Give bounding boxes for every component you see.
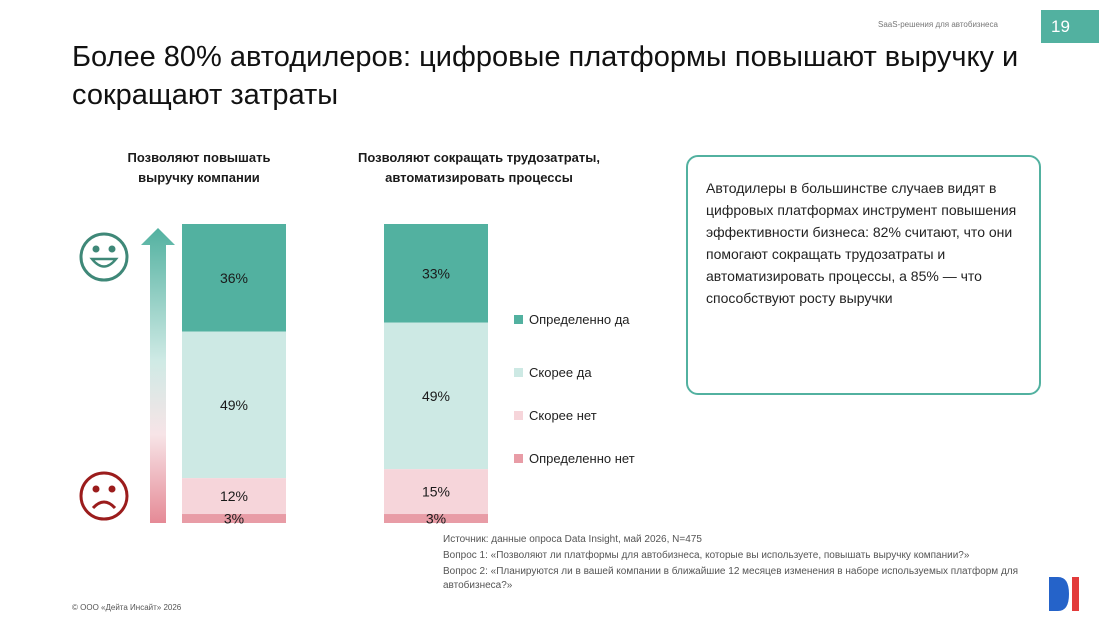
bar-segment xyxy=(384,322,488,470)
gradient-arrow-up-icon xyxy=(141,228,175,523)
smiley-happy-icon xyxy=(79,232,129,282)
bar-segment xyxy=(182,331,286,479)
smiley-sad-icon xyxy=(79,471,129,521)
bar-data-label: 15% xyxy=(422,484,450,500)
legend-label: Определенно нет xyxy=(529,451,635,466)
legend-label: Скорее да xyxy=(529,365,592,380)
question-1: Вопрос 1: «Позволяют ли платформы для ав… xyxy=(443,550,970,561)
legend-item-definitely-yes: Определенно да xyxy=(514,308,635,330)
bar-data-label: 49% xyxy=(422,388,450,404)
question-2: Вопрос 2: «Планируются ли в вашей компан… xyxy=(443,566,1019,591)
bar-data-label: 33% xyxy=(422,265,450,281)
bar-segment xyxy=(182,224,286,332)
bar-segment xyxy=(384,514,488,523)
legend-swatch xyxy=(514,454,523,463)
legend-swatch xyxy=(514,368,523,377)
legend-item-rather-yes: Скорее да xyxy=(514,351,635,394)
column-heading-revenue: Позволяют повышать выручку компании xyxy=(127,150,271,185)
bar-segment xyxy=(182,514,286,523)
page-number-badge: 19 xyxy=(1041,10,1099,43)
callout-text: Автодилеры в большинстве случаев видят в… xyxy=(706,180,1017,306)
bar-segment xyxy=(182,478,286,515)
page-title: Более 80% автодилеров: цифровые платформ… xyxy=(72,41,1019,111)
bar-data-label: 12% xyxy=(220,488,248,504)
legend-swatch xyxy=(514,411,523,420)
data-insight-logo xyxy=(1049,577,1079,611)
legend-swatch xyxy=(514,314,523,324)
legend-label: Определенно да xyxy=(529,311,630,327)
legend-label: Скорее нет xyxy=(529,408,597,423)
insight-callout: Автодилеры в большинстве случаев видят в… xyxy=(686,155,1041,395)
chart-legend: Определенно да Скорее да Скорее нет Опре… xyxy=(514,308,635,480)
bar-data-label: 36% xyxy=(220,270,248,286)
legend-item-definitely-no: Определенно нет xyxy=(514,437,635,480)
column-heading-costs: Позволяют сокращать трудозатраты, автома… xyxy=(358,150,600,185)
report-topline: SaaS-решения для автобизнеса xyxy=(878,20,998,29)
legend-item-rather-no: Скорее нет xyxy=(514,394,635,437)
bar-data-label: 3% xyxy=(426,511,446,527)
bar-segment xyxy=(384,224,488,323)
bar-segment xyxy=(384,469,488,515)
copyright: © ООО «Дейта Инсайт» 2026 xyxy=(72,603,182,612)
bar-data-label: 3% xyxy=(224,511,244,527)
bar-data-label: 49% xyxy=(220,397,248,413)
source-line: Источник: данные опроса Data Insight, ма… xyxy=(443,534,702,545)
source-notes: Источник: данные опроса Data Insight, ма… xyxy=(443,533,1043,595)
